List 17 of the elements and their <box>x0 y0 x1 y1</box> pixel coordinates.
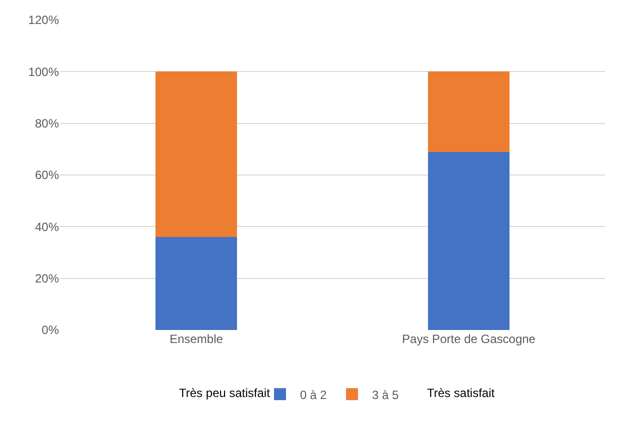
y-tick-label: 0% <box>42 323 60 338</box>
bar <box>428 152 510 330</box>
y-tick-label: 60% <box>34 168 60 182</box>
y-tick-label: 20% <box>34 272 60 286</box>
x-tick-label: Pays Porte de Gascogne <box>402 332 536 346</box>
text: Très satisfait <box>427 386 496 400</box>
bar <box>428 72 510 152</box>
text: Très peu satisfait <box>179 386 271 400</box>
bar <box>155 237 238 330</box>
y-tick-label: 80% <box>34 116 60 131</box>
x-tick-label: Ensemble <box>170 332 224 346</box>
y-tick-label: 100% <box>28 64 60 79</box>
legend-label: 3 à 5 <box>372 388 400 402</box>
legend-label: 0 à 2 <box>300 388 328 402</box>
y-tick-label: 40% <box>34 220 60 234</box>
y-tick-label: 120% <box>28 13 60 28</box>
bar <box>155 72 238 237</box>
